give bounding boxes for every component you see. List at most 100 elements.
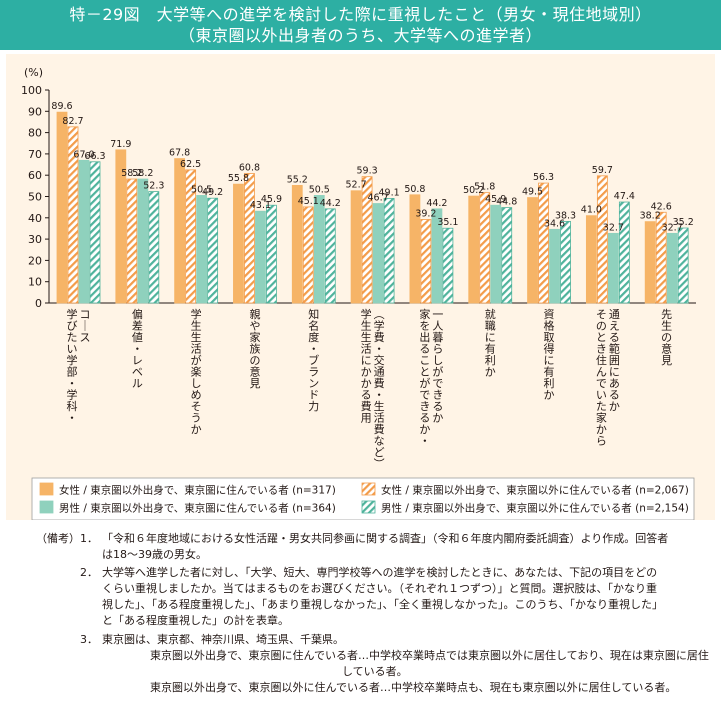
- bar: [266, 204, 277, 304]
- legend-label: 女性 / 東京圏以外出身で、東京圏以外に住んでいる者 (n=2,067): [381, 484, 689, 497]
- data-label: 50.8: [404, 184, 425, 195]
- bar: [607, 232, 619, 304]
- note-line: 「令和６年度地域における女性活躍・男女共同参画に関する調査」（令和６年度内閣府委…: [102, 532, 669, 545]
- bar: [409, 194, 421, 304]
- category-label: 知名度・ブランド力: [308, 307, 319, 413]
- bar: [501, 207, 513, 304]
- bar: [479, 192, 491, 304]
- legend-swatch: [39, 500, 54, 514]
- bar: [67, 126, 79, 304]
- note-line: と「ある程度重視した」の計を表章。: [102, 614, 289, 627]
- bar: [148, 191, 160, 304]
- note-line: 視した」、「ある程度重視した」、「あまり重視しなかった」、「全く重視しなかった」…: [102, 598, 663, 611]
- data-label: 47.4: [614, 191, 635, 202]
- y-axis-label: (%): [24, 66, 43, 79]
- data-label: 38.2: [640, 211, 661, 222]
- bar: [56, 111, 68, 304]
- data-label: 52.3: [143, 181, 164, 192]
- y-tick-label: 0: [35, 297, 42, 310]
- note-line: くらい重視しましたか。当てはまるものをお選びください。（それぞれ１つずつ）」と質…: [102, 582, 658, 595]
- bar: [233, 183, 244, 304]
- y-tick-label: 90: [28, 105, 42, 118]
- data-label: 45.1: [298, 196, 319, 207]
- data-label: 50.5: [191, 184, 212, 195]
- data-label: 82.7: [62, 116, 83, 127]
- note-number: 1．: [80, 532, 98, 545]
- bar: [666, 232, 678, 304]
- data-label: 62.5: [180, 159, 201, 170]
- data-label: 39.2: [415, 209, 436, 220]
- bar: [549, 228, 560, 304]
- data-label: 59.7: [592, 165, 613, 176]
- legend-label: 男性 / 東京圏以外出身で、東京圏以外に住んでいる者 (n=2,154): [381, 502, 689, 515]
- legend-swatch: [361, 500, 376, 514]
- bar: [490, 204, 502, 304]
- bar: [207, 197, 219, 304]
- bar: [618, 201, 630, 304]
- data-label: 59.3: [357, 166, 378, 177]
- bar-chart: 0 10 20 30 40 50 60 70 80 90 100 (%) 89.6 82.7 67.066…: [21, 66, 696, 520]
- data-label: 49.2: [202, 187, 223, 198]
- note-line: は18～39歳の男女。: [102, 548, 207, 561]
- data-label: 51.8: [474, 182, 495, 193]
- data-label: 55.2: [287, 174, 308, 185]
- definition-2: 東京圏以外出身で、東京圏以外に住んでいる者…中学校卒業時点も、現在も東京圏以外に…: [150, 681, 677, 694]
- bar: [313, 195, 325, 304]
- data-label: 49.5: [522, 187, 543, 198]
- data-label: 44.8: [496, 197, 517, 208]
- bar: [126, 178, 138, 304]
- note-number: 3．: [80, 633, 98, 646]
- y-tick-label: 10: [28, 276, 42, 289]
- y-tick-label: 40: [28, 212, 42, 225]
- data-label: 43.1: [250, 200, 271, 211]
- category-label: ︵学費・交通費・生活費など︶学生生活にかかる費用: [361, 307, 385, 471]
- data-label: 58.2: [132, 168, 153, 179]
- bar: [137, 178, 149, 304]
- bar: [78, 159, 90, 304]
- data-label: 52.7: [346, 180, 367, 191]
- data-label: 49.1: [379, 187, 400, 198]
- bar: [291, 185, 303, 304]
- data-label: 50.2: [463, 185, 484, 196]
- note-1: 1． 「令和６年度地域における女性活躍・男女共同参画に関する調査」（令和６年度内…: [80, 531, 710, 563]
- bar: [302, 206, 314, 304]
- bar: [361, 176, 373, 304]
- data-label: 44.2: [320, 198, 341, 209]
- y-tick-label: 20: [28, 254, 42, 267]
- data-label: 66.3: [84, 151, 105, 162]
- legend-label: 女性 / 東京圏以外出身で、東京圏に住んでいる者 (n=317): [59, 484, 336, 497]
- y-tick-label: 50: [28, 191, 42, 204]
- category-label: 先生の意見: [661, 308, 672, 367]
- bar: [677, 227, 689, 304]
- bar: [244, 173, 255, 304]
- note-number: 2．: [80, 566, 98, 579]
- figure-subtitle: （東京圏以外出身者のうち、大学等への進学者）: [178, 26, 542, 45]
- data-label: 45.9: [485, 194, 506, 205]
- data-label: 50.5: [309, 184, 330, 195]
- data-label: 34.6: [544, 218, 565, 229]
- bar: [255, 210, 266, 304]
- category-label: 親や家族の意見: [249, 308, 260, 390]
- data-label: 45.9: [261, 194, 282, 205]
- data-label: 46.7: [368, 193, 389, 204]
- note-3: 3． 東京圏は、東京都、神奈川県、埼玉県、千葉県。 東京圏以外出身で、東京圏に住…: [80, 632, 710, 696]
- data-label: 89.6: [51, 101, 72, 112]
- bar: [115, 149, 127, 304]
- bar: [560, 221, 571, 304]
- data-label: 44.2: [426, 198, 447, 209]
- data-label: 35.2: [673, 217, 694, 228]
- bar: [527, 197, 538, 304]
- data-label: 56.3: [533, 172, 554, 183]
- category-label: コ｜ス学びたい学部・学科・: [67, 307, 91, 425]
- data-label: 55.8: [228, 173, 249, 184]
- data-label: 42.6: [651, 201, 672, 212]
- notes-heading: （備考）: [36, 532, 80, 545]
- bar: [431, 208, 443, 304]
- y-tick-label: 100: [21, 84, 42, 97]
- data-label: 32.7: [662, 222, 683, 233]
- category-label: 資格取得に有利か: [544, 308, 555, 402]
- data-label: 60.8: [239, 162, 260, 173]
- y-tick-label: 70: [28, 148, 42, 161]
- title-band: 特－29図 大学等への進学を検討した際に重視したこと（男女・現住地域別） （東京…: [0, 0, 721, 50]
- bar: [324, 208, 336, 304]
